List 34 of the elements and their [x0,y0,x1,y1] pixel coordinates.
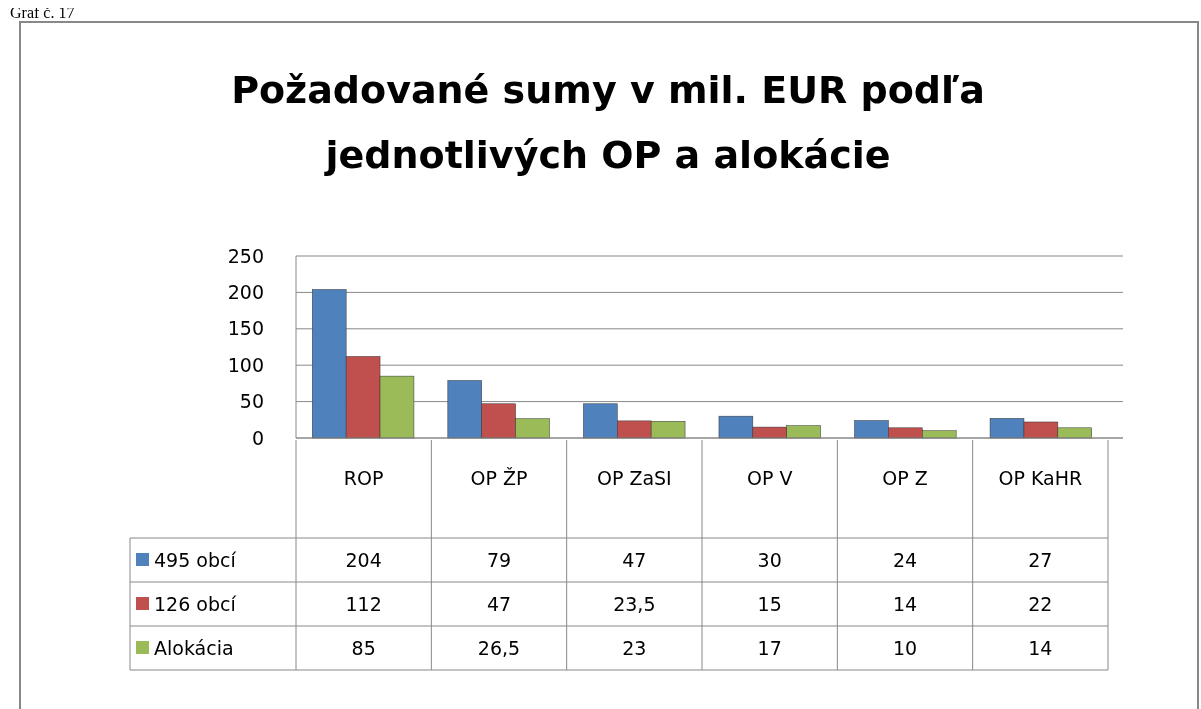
data-label: 47 [486,592,512,615]
data-label: 22 [1028,592,1053,615]
y-tick-label: 250 [227,244,264,267]
y-tick-label: 200 [227,281,264,304]
data-label: 47 [622,548,647,571]
y-tick-label: 50 [239,390,264,413]
x-tick-label: OP V [746,467,793,489]
y-tick-label: 150 [227,317,264,340]
data-label: 79 [486,548,512,571]
data-label: 14 [1028,636,1053,659]
data-label: 27 [1028,548,1053,571]
data-label: 23 [622,636,647,659]
data-label: 85 [351,636,376,659]
data-label: 17 [757,636,782,659]
data-label: 24 [892,548,918,571]
data-label: 23,5 [613,592,656,615]
legend-label: Alokácia [154,636,234,659]
legend-label: 495 obcí [154,548,237,571]
y-tick-label: 100 [227,353,264,376]
data-label: 30 [757,548,782,571]
chart-title: Požadované sumy v mil. EUR podľa jednotlivých OP a alokácie [231,68,985,177]
x-tick-label: OP ŽP [470,467,528,489]
data-label: 14 [892,592,918,615]
data-label: 15 [757,592,782,615]
x-tick-label: OP ZaSI [596,467,672,489]
legend-label: 126 obcí [154,592,237,615]
y-tick-label: 0 [251,426,264,449]
x-tick-label: OP Z [882,467,928,489]
data-label: 204 [345,548,382,571]
x-tick-label: ROP [343,467,384,489]
data-label: 10 [892,636,918,659]
data-label: 26,5 [477,636,521,659]
data-label: 112 [345,592,382,615]
x-tick-label: OP KaHR [998,467,1083,489]
